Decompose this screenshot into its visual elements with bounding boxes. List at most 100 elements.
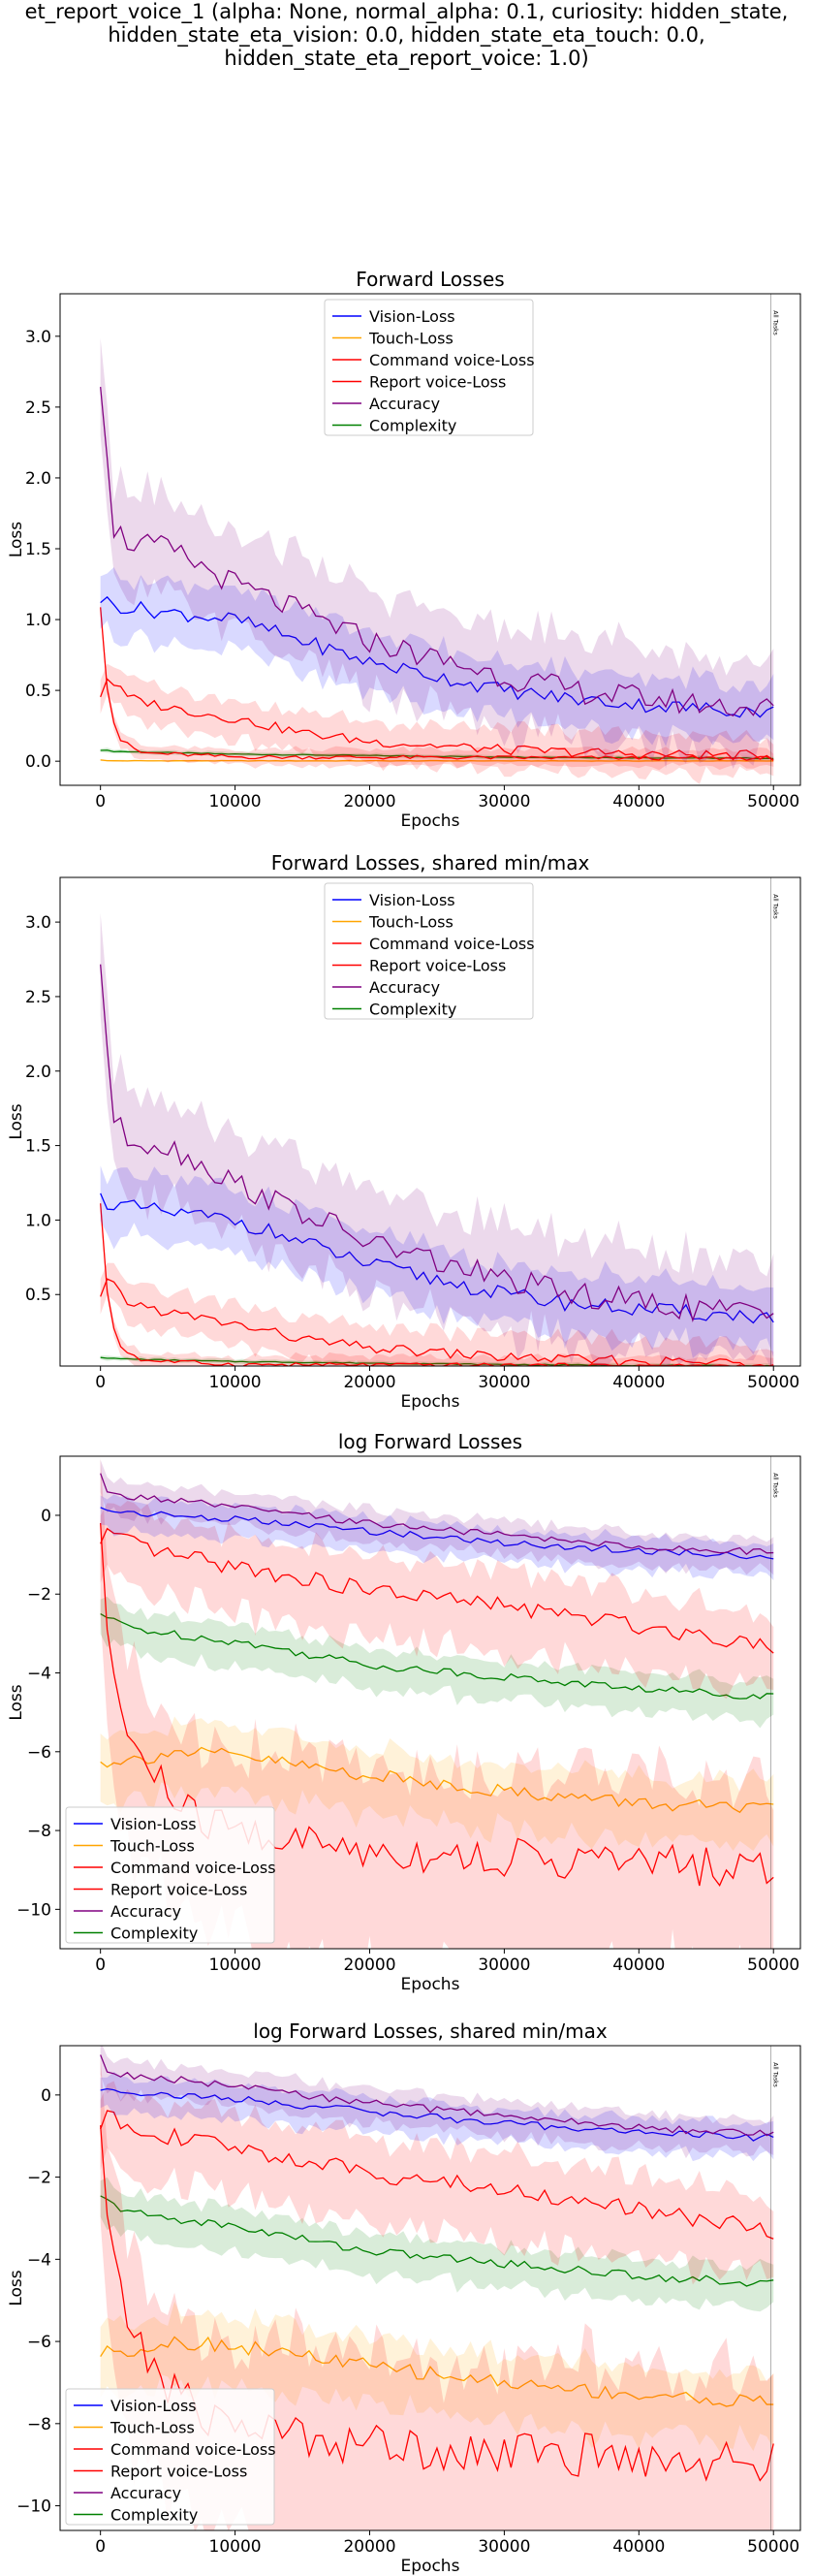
series-line-accuracy [100, 387, 774, 716]
y-tick-label: −10 [16, 1900, 51, 1920]
legend-entry: Vision-Loss [369, 891, 455, 909]
x-tick-label: 20000 [343, 792, 395, 811]
chart-panel-3: log Forward Losses All Tasks 0 10000 20000 30… [7, 1430, 801, 1994]
series-line-report-voice-loss [100, 1278, 765, 1366]
band-accuracy [100, 337, 774, 769]
x-tick-label: 40000 [612, 1956, 665, 1975]
x-tick-label: 50000 [747, 1956, 799, 1975]
band-report-voice-loss [100, 1262, 774, 1366]
x-tick-label: 50000 [747, 2537, 799, 2557]
series-line-report-voice-loss [100, 1527, 774, 1654]
y-tick-label: 3.0 [25, 328, 51, 347]
suptitle-line-3: hidden_state_eta_report_voice: 1.0) [224, 47, 589, 70]
legend-entry: Vision-Loss [110, 2397, 197, 2415]
x-tick-label: 30000 [478, 1956, 530, 1975]
y-tick-label: 2.5 [25, 988, 51, 1007]
band-vision-loss [100, 2071, 774, 2162]
y-tick-label: 2.0 [25, 1063, 51, 1082]
legend-entry: Vision-Loss [110, 1815, 197, 1833]
y-tick-label: 2.0 [25, 469, 51, 489]
suptitle-line-1: et_report_voice_1 (alpha: None, normal_a… [24, 0, 789, 23]
y-tick-label: 1.5 [25, 540, 51, 559]
legend-entry: Complexity [110, 1924, 198, 1943]
series-line-report-voice-loss [100, 678, 774, 761]
legend-entry: Accuracy [369, 978, 440, 997]
y-tick-label: 2.5 [25, 398, 51, 418]
legend-box [65, 1806, 275, 1944]
x-tick-label: 20000 [343, 1373, 395, 1392]
y-tick-label: −2 [27, 2169, 51, 2188]
x-tick-label: 20000 [343, 1956, 395, 1975]
legend-entry: Complexity [110, 2506, 198, 2525]
legend-entry: Command voice-Loss [369, 935, 535, 953]
legend-entry: Report voice-Loss [369, 373, 506, 392]
x-tick-label: 0 [95, 792, 106, 811]
axes-frame [59, 876, 801, 1367]
chart-title: Forward Losses [356, 268, 504, 291]
legend: Vision-Loss Touch-Loss Command voice-Loss R… [65, 1806, 276, 1944]
series-line-touch-loss [101, 1368, 774, 1369]
series-line-command-voice-loss [100, 607, 774, 761]
band-vision-loss [100, 567, 774, 747]
x-tick-label: 0 [95, 1373, 106, 1392]
chart-title: log Forward Losses [338, 1430, 522, 1453]
y-tick-label: −2 [27, 1585, 51, 1605]
legend-entry: Touch-Loss [368, 913, 453, 932]
x-tick-label: 50000 [747, 1373, 799, 1392]
band-accuracy [100, 912, 774, 1366]
axes-frame [59, 2045, 801, 2531]
band-accuracy [100, 1459, 774, 1575]
series-line-touch-loss [100, 1746, 774, 1814]
x-tick-label: 40000 [612, 2537, 665, 2557]
legend-entry: Command voice-Loss [369, 351, 535, 369]
y-axis-label: Loss [7, 1103, 26, 1139]
legend-box [324, 299, 534, 436]
legend-entry: Complexity [369, 1001, 456, 1019]
series-line-complexity [100, 2195, 774, 2287]
y-tick-label: −8 [27, 1822, 51, 1841]
legend-entry: Accuracy [110, 1902, 181, 1921]
y-axis-label: Loss [7, 2270, 26, 2306]
band-touch-loss [100, 1716, 774, 1852]
series-line-vision-loss [100, 1193, 774, 1324]
band-vision-loss [100, 1165, 774, 1358]
y-tick-label: 0.5 [25, 1286, 51, 1305]
plot-area [100, 912, 774, 1369]
series-line-accuracy [100, 964, 774, 1323]
series-line-touch-loss [100, 2336, 774, 2407]
x-tick-label: 0 [95, 2537, 106, 2557]
x-tick-label: 30000 [478, 2537, 530, 2557]
y-tick-label: −4 [27, 2250, 51, 2270]
x-tick-label: 10000 [209, 792, 262, 811]
figure-suptitle: et_report_voice_1 (alpha: None, normal_a… [0, 0, 813, 70]
x-axis-label: Epochs [401, 1392, 460, 1412]
band-touch-loss [100, 2301, 774, 2452]
vline-label: All Tasks [771, 2062, 778, 2086]
series-line-accuracy [100, 2054, 774, 2137]
chart-title: log Forward Losses, shared min/max [253, 2019, 608, 2043]
axes-frame [59, 1455, 801, 1950]
y-tick-label: −6 [27, 2333, 51, 2352]
x-tick-label: 0 [95, 1956, 106, 1975]
y-axis-label: Loss [7, 522, 26, 557]
x-tick-label: 20000 [343, 2537, 395, 2557]
series-line-vision-loss [100, 595, 774, 718]
x-tick-label: 10000 [209, 2537, 262, 2557]
series-line-touch-loss [100, 759, 774, 762]
legend-entry: Accuracy [110, 2484, 181, 2502]
legend-entry: Complexity [369, 417, 456, 435]
band-report-voice-loss [100, 1500, 774, 1700]
axes-frame [59, 293, 801, 786]
x-tick-label: 30000 [478, 1373, 530, 1392]
legend-entry: Command voice-Loss [110, 2440, 276, 2459]
series-line-accuracy [100, 1473, 774, 1555]
legend-box [65, 2388, 275, 2526]
legend-entry: Report voice-Loss [110, 2463, 247, 2481]
x-axis-label: Epochs [401, 1975, 460, 1994]
y-tick-label: 1.0 [25, 1211, 51, 1230]
plot-area [100, 1456, 774, 1949]
y-tick-label: 3.0 [25, 913, 51, 933]
x-tick-label: 40000 [612, 792, 665, 811]
y-tick-label: 1.0 [25, 611, 51, 630]
chart-panel-1: Forward Losses All Tasks 0 10000 20000 30000 4… [7, 268, 801, 831]
